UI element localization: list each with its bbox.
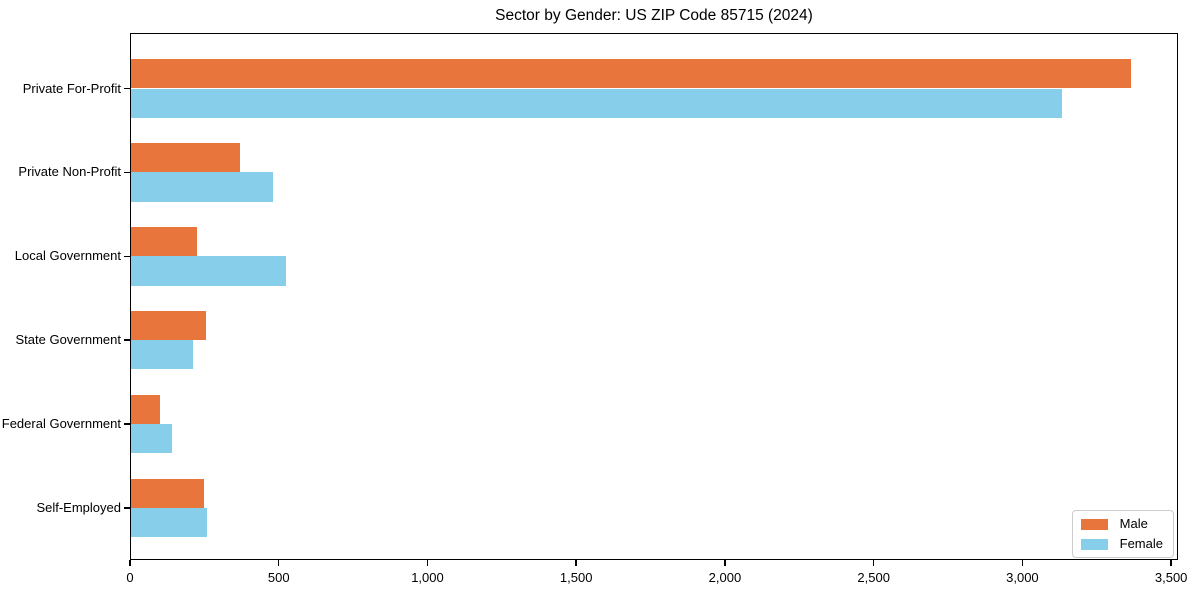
legend-item-male: Male [1080,516,1163,531]
y-axis-label-local-government: Local Government [14,248,121,264]
bar-male-state-government [131,310,206,341]
bar-male-local-government [131,227,198,257]
bar-female-private-for-profit [131,88,1063,118]
x-axis-label-3000: 3,000 [1006,570,1039,585]
y-tick-private-for-profit [124,87,130,90]
x-axis-label-500: 500 [267,570,290,585]
legend-swatch-female [1080,538,1108,550]
x-tick-3000 [1021,560,1024,566]
bar-female-private-non-profit [131,172,274,202]
y-axis-label-state-government: State Government [15,332,122,348]
x-axis-label-0: 0 [126,570,134,585]
chart-title: Sector by Gender: US ZIP Code 85715 (202… [495,7,813,24]
x-axis-label-1000: 1,000 [411,570,444,585]
x-axis-label-3500: 3,500 [1154,570,1188,585]
y-axis-label-private-for-profit: Private For-Profit [22,80,121,96]
x-tick-0 [129,560,131,566]
bar-male-private-for-profit [131,59,1131,89]
y-axis-label-federal-government: Federal Government [1,416,121,432]
y-tick-federal-government [124,423,130,425]
legend-label-female: Female [1119,536,1163,551]
bar-male-federal-government [131,394,161,425]
y-tick-private-non-profit [124,171,130,174]
bar-female-state-government [131,340,193,370]
y-tick-self-employed [124,507,130,509]
y-tick-local-government [124,255,130,258]
bar-female-self-employed [131,508,207,538]
bar-male-self-employed [131,478,204,508]
x-tick-1500 [575,560,577,566]
y-axis-label-self-employed: Self-Employed [36,500,121,515]
x-tick-2000 [724,560,726,566]
legend-item-female: Female [1080,536,1163,551]
legend-label-male: Male [1119,516,1148,531]
bar-female-local-government [131,256,287,286]
x-axis-label-1500: 1,500 [559,570,593,585]
y-tick-state-government [124,339,130,341]
x-tick-500 [277,560,280,566]
bar-female-federal-government [131,424,173,454]
x-tick-2500 [872,560,875,566]
legend-swatch-male [1080,518,1108,530]
y-axis-label-private-non-profit: Private Non-Profit [18,164,121,180]
x-tick-1000 [426,560,429,566]
legend: Male Female [1071,510,1174,558]
x-axis-label-2500: 2,500 [857,570,890,585]
bar-male-private-non-profit [131,143,240,173]
x-tick-3500 [1170,560,1172,566]
x-axis-label-2000: 2,000 [708,570,742,585]
